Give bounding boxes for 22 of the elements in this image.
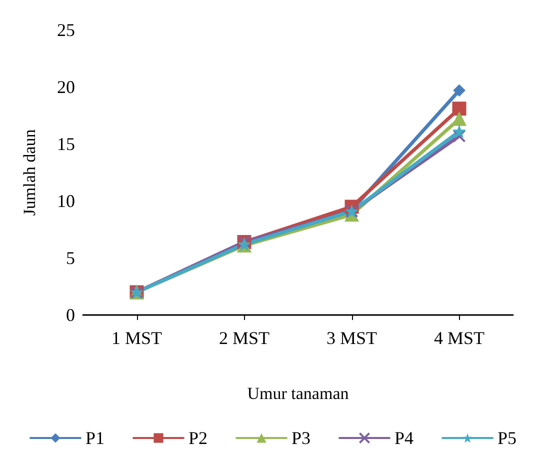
y-tick-label: 10 bbox=[57, 191, 75, 211]
x-axis-title: Umur tanaman bbox=[247, 384, 350, 403]
y-tick-label: 5 bbox=[66, 248, 75, 268]
legend-label: P5 bbox=[498, 428, 517, 448]
x-tick-label: 4 MST bbox=[434, 328, 485, 348]
y-tick-label: 15 bbox=[57, 134, 75, 154]
y-tick-label: 0 bbox=[66, 305, 75, 325]
point bbox=[453, 125, 466, 138]
y-axis-title: Jumlah daun bbox=[20, 128, 39, 216]
point bbox=[453, 84, 466, 96]
point bbox=[452, 102, 466, 116]
point bbox=[452, 112, 466, 126]
legend-label: P2 bbox=[188, 428, 208, 448]
legend-label: P1 bbox=[85, 428, 104, 448]
legend-label: P3 bbox=[291, 428, 311, 448]
legend-label: P4 bbox=[394, 428, 414, 448]
y-tick-label: 20 bbox=[57, 77, 75, 97]
point bbox=[452, 130, 466, 143]
x-tick-label: 3 MST bbox=[326, 328, 378, 348]
y-tick-label: 25 bbox=[57, 20, 75, 40]
x-tick-label: 1 MST bbox=[111, 328, 162, 348]
x-tick-label: 2 MST bbox=[218, 328, 270, 348]
